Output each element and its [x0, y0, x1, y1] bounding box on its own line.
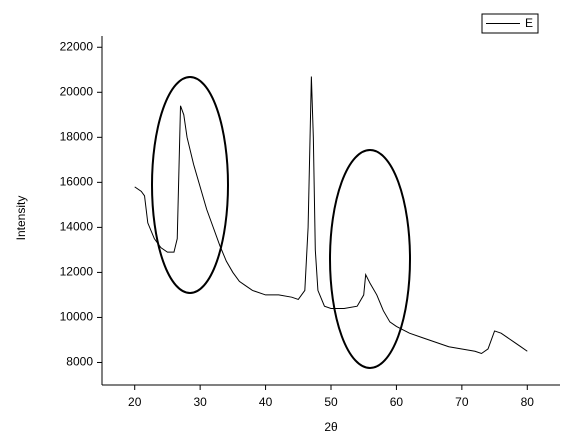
y-tick-label: 18000 — [60, 129, 94, 143]
x-tick-label: 20 — [128, 395, 142, 409]
x-tick-label: 40 — [259, 395, 273, 409]
x-tick-label: 70 — [455, 395, 469, 409]
x-tick-label: 80 — [521, 395, 535, 409]
x-axis-label: 2θ — [324, 420, 338, 434]
y-tick-label: 16000 — [60, 175, 94, 189]
x-tick-label: 50 — [324, 395, 338, 409]
y-tick-label: 8000 — [66, 355, 93, 369]
annotation-ellipse — [151, 76, 229, 294]
y-tick-label: 10000 — [60, 310, 94, 324]
annotation-ellipse — [329, 149, 411, 369]
x-tick-label: 60 — [390, 395, 404, 409]
data-line — [134, 76, 528, 355]
y-axis-label: Intensity — [14, 196, 28, 241]
y-tick-label: 22000 — [60, 39, 94, 53]
y-tick-label: 12000 — [60, 265, 94, 279]
legend-label: E — [525, 16, 533, 30]
y-tick-label: 14000 — [60, 220, 94, 234]
y-tick-label: 20000 — [60, 84, 94, 98]
x-tick-label: 30 — [193, 395, 207, 409]
